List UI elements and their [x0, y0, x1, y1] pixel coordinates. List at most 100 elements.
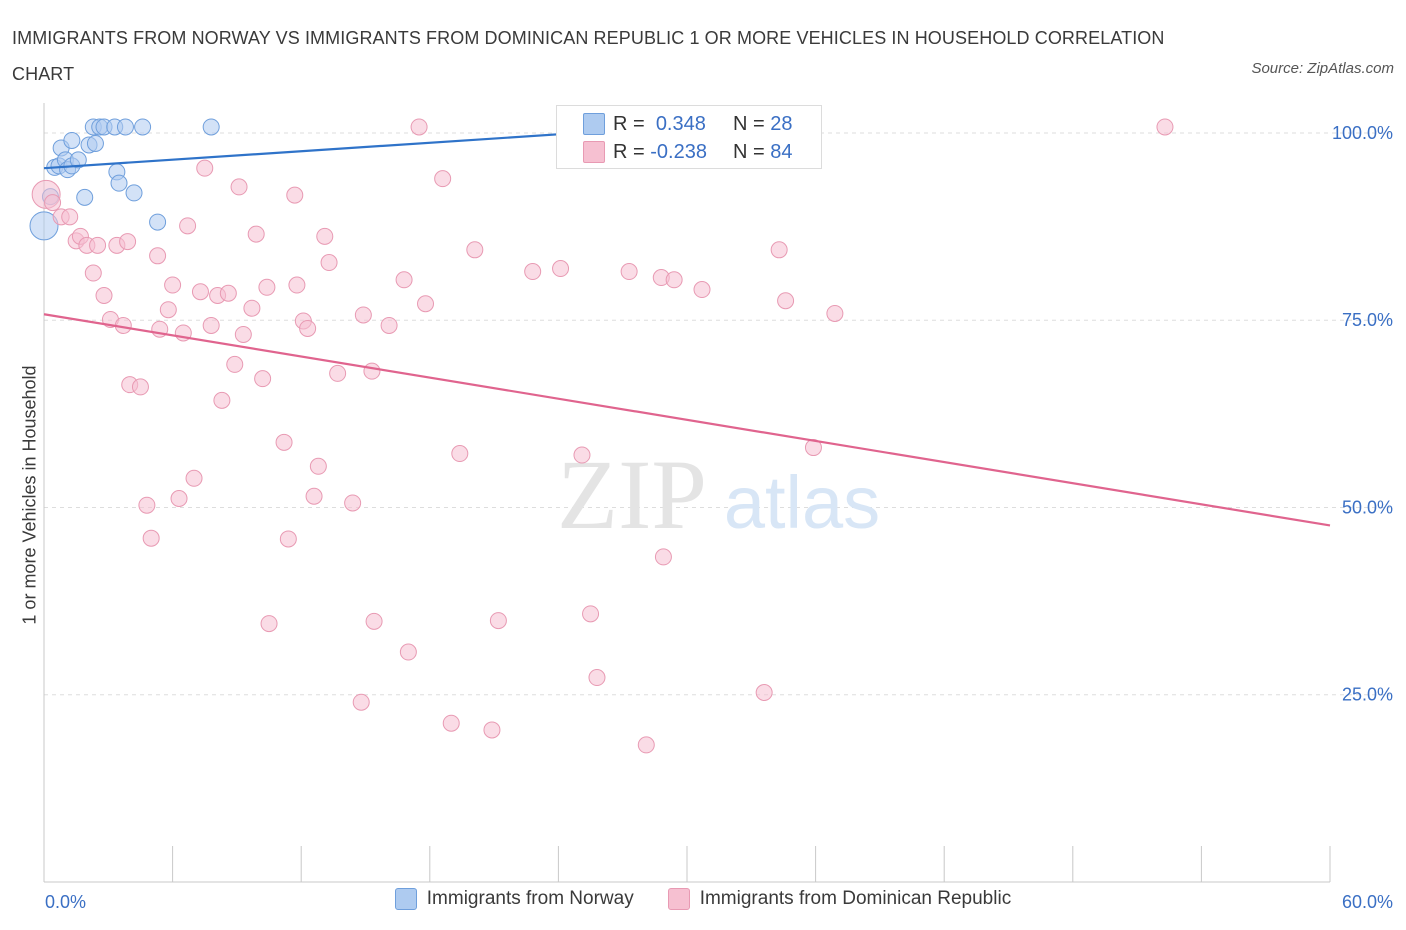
dominican-point-9: [95, 287, 113, 305]
dominican-point-46: [305, 487, 323, 505]
dominican-point-70: [582, 605, 600, 623]
stats-n-norway: N = 28: [733, 112, 793, 135]
legend-item-norway[interactable]: Immigrants from Norway: [394, 888, 634, 910]
dominican-point-52: [352, 693, 370, 711]
legend-label-norway: Immigrants from Norway: [426, 888, 634, 909]
y-tick-label-50: 50.0%: [1342, 497, 1393, 517]
dominican-point-24: [179, 217, 197, 235]
legend-swatch-dominican: [667, 888, 690, 910]
dominican-point-83: [1156, 118, 1174, 136]
dominican-point-77: [693, 281, 711, 299]
dominican-point-51: [344, 494, 362, 512]
dominican-point-7: [84, 264, 102, 282]
y-tick-label-75: 75.0%: [1342, 310, 1393, 330]
stats-r-value-dominican: -0.238: [650, 140, 707, 163]
dominican-point-71: [588, 669, 606, 687]
x-tick-label-0: 0.0%: [45, 892, 86, 912]
dominican-point-26: [191, 283, 209, 301]
dominican-point-73: [637, 736, 655, 754]
dominican-point-32: [226, 355, 244, 373]
dominican-point-62: [442, 714, 460, 732]
norway-point-7: [63, 131, 81, 149]
norway-point-13: [86, 134, 104, 152]
dominican-point-56: [380, 316, 398, 334]
stats-n-value-dominican: 84: [770, 140, 793, 163]
dominican-point-72: [620, 263, 638, 281]
norway-point-0: [29, 211, 59, 241]
dominican-point-41: [279, 530, 297, 548]
stats-r-dominican: R = -0.238: [613, 140, 707, 163]
dominican-point-40: [275, 433, 293, 451]
dominican-point-57: [395, 271, 413, 289]
x-tick-label-60: 60.0%: [1342, 892, 1393, 912]
dominican-point-34: [234, 325, 252, 343]
dominican-point-50: [329, 364, 347, 382]
stats-n-dominican: N = 84: [733, 140, 793, 163]
dominican-point-43: [288, 276, 306, 294]
dominican-point-8: [89, 236, 107, 254]
dominican-point-65: [483, 721, 501, 739]
legend-label-dominican: Immigrants from Dominican Republic: [699, 888, 1012, 909]
dominican-point-1: [44, 194, 62, 212]
dominican-point-63: [451, 445, 469, 463]
dominican-point-27: [196, 159, 214, 177]
dominican-point-25: [185, 469, 203, 487]
dominican-point-39: [260, 615, 278, 633]
y-tick-label-100: 100.0%: [1332, 123, 1393, 143]
trend-lines: [43, 130, 1331, 527]
norway-point-9: [69, 151, 87, 169]
chart-legend: Immigrants from Norway Immigrants from D…: [0, 888, 1406, 910]
dominican-point-76: [665, 271, 683, 289]
dominican-point-75: [654, 548, 672, 566]
norway-point-10: [76, 188, 94, 206]
dominican-point-68: [552, 260, 570, 278]
dominican-point-54: [363, 362, 381, 380]
stats-swatch-norway: [583, 113, 605, 135]
norway-point-18: [110, 174, 128, 192]
dominican-point-61: [434, 170, 452, 188]
stats-box: R = 0.348 N = 28 R = -0.238 N = 84: [556, 105, 822, 169]
norway-point-23: [202, 118, 220, 136]
watermark: ZIP atlas: [557, 439, 880, 550]
dominican-point-45: [299, 319, 317, 337]
data-points: [29, 118, 1174, 754]
dominican-point-31: [219, 284, 237, 302]
dominican-point-36: [247, 225, 265, 243]
dominican-point-60: [417, 295, 435, 313]
norway-point-20: [125, 184, 143, 202]
tick-labels: 25.0% 50.0% 75.0% 100.0% 0.0% 60.0%: [45, 123, 1393, 912]
dominican-point-58: [399, 643, 417, 661]
dominican-point-20: [159, 301, 177, 319]
gridlines: [44, 132, 1390, 696]
norway-trend-line: [43, 130, 602, 170]
watermark-atlas: atlas: [724, 461, 880, 544]
legend-swatch-norway: [394, 888, 417, 910]
dominican-point-66: [489, 612, 507, 630]
dominican-point-48: [316, 227, 334, 245]
dominican-point-47: [309, 457, 327, 475]
dominican-point-16: [138, 496, 156, 514]
dominican-point-18: [149, 247, 167, 265]
stats-r-value-norway: 0.348: [655, 112, 706, 135]
norway-point-22: [149, 213, 167, 231]
dominican-point-82: [826, 304, 844, 322]
dominican-point-21: [164, 276, 182, 294]
dominican-point-78: [755, 683, 773, 701]
dominican-point-79: [770, 241, 788, 259]
dominican-point-80: [777, 292, 795, 310]
dominican-point-64: [466, 241, 484, 259]
dominican-point-69: [573, 446, 591, 464]
stats-swatch-dominican: [583, 141, 605, 163]
norway-point-19: [116, 118, 134, 136]
dominican-point-33: [230, 178, 248, 196]
dominican-point-53: [354, 306, 372, 324]
dominican-point-49: [320, 254, 338, 272]
y-tick-label-25: 25.0%: [1342, 685, 1393, 705]
legend-item-dominican[interactable]: Immigrants from Dominican Republic: [667, 888, 1012, 910]
dominican-point-67: [524, 263, 542, 281]
dominican-point-30: [213, 391, 231, 409]
stats-n-value-norway: 28: [770, 112, 793, 135]
dominican-point-15: [131, 378, 149, 396]
dominican-point-59: [410, 118, 428, 136]
